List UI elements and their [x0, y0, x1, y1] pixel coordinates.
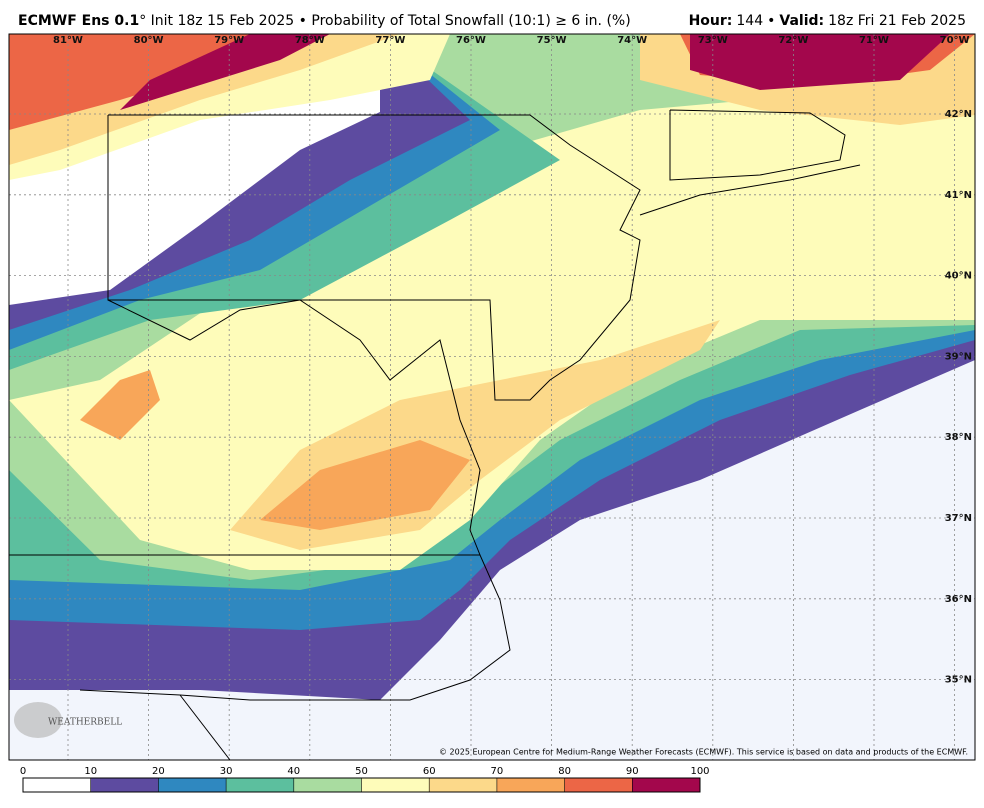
- lon-label: 80°W: [134, 35, 164, 46]
- colorbar-segment: [158, 778, 227, 792]
- state-border: [107, 114, 641, 401]
- lon-label: 76°W: [456, 35, 486, 46]
- logo: WEATHERBELL: [48, 718, 122, 728]
- colorbar-label: 100: [690, 766, 709, 777]
- valid-info: Hour: 144 • Valid: 18z Fri 21 Feb 2025: [689, 13, 966, 29]
- credit: © 2025 European Centre for Medium-Range …: [439, 748, 968, 757]
- lat-label: 38°N: [945, 432, 972, 443]
- state-border: [669, 109, 846, 181]
- lon-label: 79°W: [214, 35, 244, 46]
- lat-label: 41°N: [945, 190, 972, 201]
- colorbar-segment: [226, 778, 294, 792]
- colorbar-label: 10: [84, 766, 97, 777]
- hour-label: Hour:: [689, 13, 733, 29]
- map-frame: [8, 33, 976, 761]
- lon-label: 78°W: [295, 35, 325, 46]
- prob-area: [120, 34, 330, 110]
- colorbar-label: 30: [220, 766, 233, 777]
- lat-label: 36°N: [945, 594, 972, 605]
- lat-label: 37°N: [945, 513, 972, 524]
- title: ECMWF Ens 0.1° Init 18z 15 Feb 2025 • Pr…: [18, 13, 631, 29]
- colorbar-label: 80: [558, 766, 571, 777]
- map: [9, 34, 975, 760]
- lon-label: 73°W: [698, 35, 728, 46]
- lon-label: 71°W: [859, 35, 889, 46]
- prob-area: [260, 440, 470, 530]
- prob-area: [690, 34, 950, 90]
- lon-label: 81°W: [53, 35, 83, 46]
- title-desc: ° Init 18z 15 Feb 2025 • Probability of …: [139, 13, 630, 29]
- state-border: [107, 299, 481, 556]
- lat-label: 35°N: [945, 675, 972, 686]
- valid-label: Valid:: [779, 13, 824, 29]
- lon-label: 74°W: [617, 35, 647, 46]
- colorbar-segment: [429, 778, 497, 792]
- colorbar-label: 60: [423, 766, 436, 777]
- valid-time: 18z Fri 21 Feb 2025: [828, 13, 966, 29]
- colorbar-segment: [361, 778, 430, 792]
- colorbar-segment: [23, 778, 91, 792]
- logo-icon: [14, 702, 62, 738]
- prob-area: [80, 370, 160, 440]
- colorbar-label: 0: [20, 766, 26, 777]
- colorbar-segment: [293, 778, 362, 792]
- colorbar-label: 50: [355, 766, 368, 777]
- colorbar-label: 70: [491, 766, 504, 777]
- separator: •: [767, 13, 775, 29]
- lon-label: 72°W: [778, 35, 808, 46]
- lon-label: 77°W: [375, 35, 405, 46]
- lat-label: 40°N: [945, 271, 972, 282]
- graticule: [9, 34, 975, 760]
- state-border: [9, 554, 511, 701]
- lon-label: 75°W: [537, 35, 567, 46]
- colorbar-segment: [496, 778, 565, 792]
- colorbar-label: 20: [152, 766, 165, 777]
- colorbar-label: 40: [287, 766, 300, 777]
- colorbar-label: 90: [626, 766, 639, 777]
- colorbar-segment: [564, 778, 633, 792]
- prob-area: [9, 80, 975, 570]
- lat-label: 39°N: [945, 351, 972, 362]
- colorbar: 0 10 20 30 40 50 60 70 80 90 100: [20, 766, 710, 793]
- hour: 144: [736, 13, 763, 29]
- lon-label: 70°W: [940, 35, 970, 46]
- colorbar-segment: [90, 778, 159, 792]
- colorbar-segment: [632, 778, 700, 792]
- state-border: [179, 694, 231, 760]
- lat-label: 42°N: [945, 109, 972, 120]
- title-model: ECMWF Ens 0.1: [18, 13, 139, 29]
- axis-labels: 81°W 80°W 79°W 78°W 77°W 76°W 75°W 74°W 73°W 72°W…: [53, 35, 972, 686]
- coastline: [639, 164, 861, 216]
